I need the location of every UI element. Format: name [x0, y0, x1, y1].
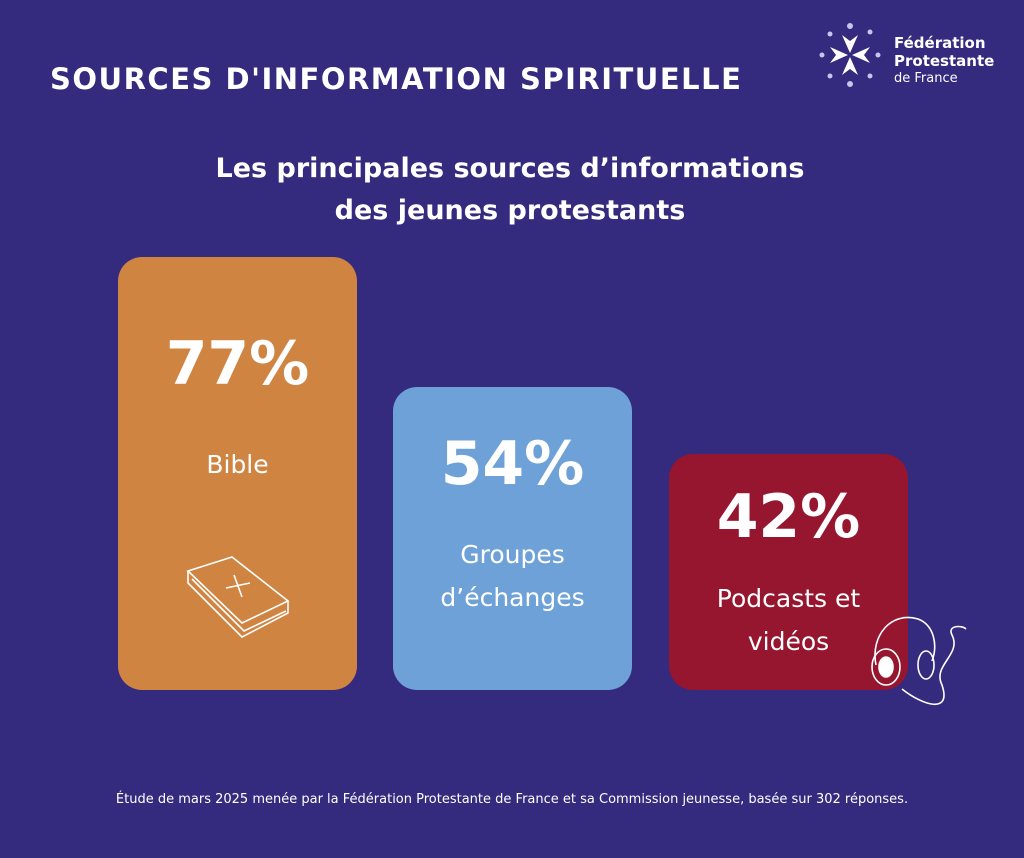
logo: Fédération Protestante de France [818, 22, 1008, 88]
category-label-line: d’échanges [440, 582, 585, 612]
cross-logo-icon [819, 23, 881, 87]
category-label-line: vidéos [747, 626, 830, 656]
logo-line2: Protestante [894, 52, 995, 70]
category-label-line: Bible [206, 450, 269, 480]
chart-title: Les principales sources d’informations d… [0, 148, 1020, 232]
value-label: 77% [165, 329, 310, 400]
headphones-icon [871, 616, 967, 706]
category-label-line: Podcasts et [716, 583, 861, 613]
bar-podcasts-videos: 42% Podcasts et vidéos [669, 453, 908, 690]
page-title: SOURCES D'INFORMATION SPIRITUELLE [50, 62, 743, 96]
logo-line1: Fédération [894, 34, 986, 52]
footer-note: Étude de mars 2025 menée par la Fédérati… [115, 792, 909, 807]
value-label: 42% [716, 481, 861, 552]
category-label: Bible [118, 443, 357, 486]
value-label: 54% [440, 428, 585, 499]
category-label: Groupes d’échanges [393, 533, 632, 619]
logo-line3: de France [894, 71, 958, 86]
bar-bible: 77% Bible [118, 257, 357, 690]
chart-title-line2: des jeunes protestants [334, 195, 686, 226]
category-label: Podcasts et vidéos [669, 577, 908, 663]
chart-title-line1: Les principales sources d’informations [215, 153, 805, 184]
category-label-line: Groupes [460, 539, 565, 569]
bible-book-icon [186, 556, 290, 639]
bar-groupes-echanges: 54% Groupes d’échanges [393, 386, 632, 690]
